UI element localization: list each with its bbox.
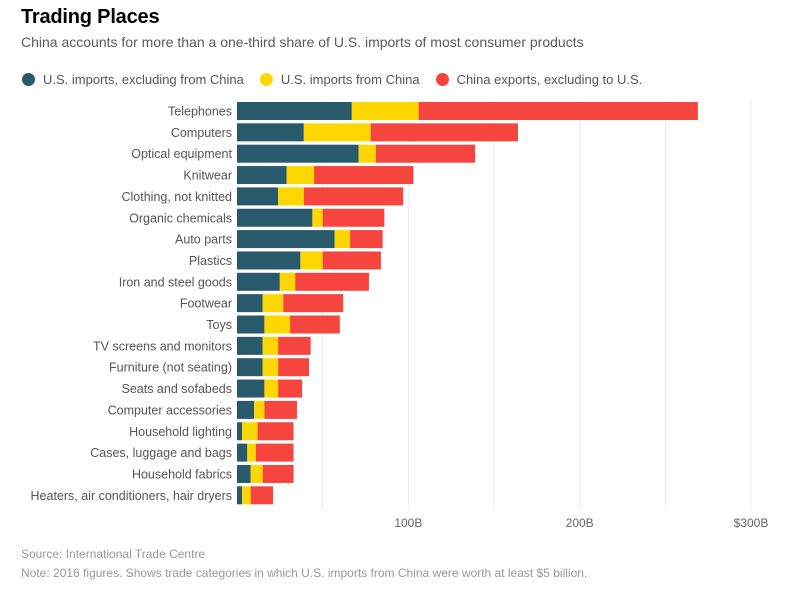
bar-segment <box>322 208 385 227</box>
bar-segment <box>312 208 323 227</box>
category-label: Knitwear <box>183 169 232 183</box>
category-label: Plastics <box>189 254 232 268</box>
bar-segment <box>242 486 251 505</box>
bar-segment <box>370 123 518 142</box>
x-tick-label: 200B <box>566 516 594 530</box>
bar-segment <box>237 358 263 377</box>
bar-segment <box>351 102 419 120</box>
bar-segment <box>314 166 414 185</box>
bar-segment <box>278 379 303 398</box>
category-label: Computers <box>171 126 232 140</box>
bars <box>237 102 698 505</box>
category-label: Clothing, not knitted <box>122 190 233 204</box>
category-label: Footwear <box>180 297 232 311</box>
bar-segment <box>262 358 279 377</box>
bar-segment <box>237 102 352 120</box>
bar-segment <box>375 144 476 163</box>
category-label: Optical equipment <box>131 147 232 161</box>
category-label: Organic chemicals <box>129 211 232 225</box>
legend-label: China exports, excluding to U.S. <box>456 72 643 87</box>
x-axis-ticks: 100B 200B $300B <box>394 516 768 530</box>
chart-title: Trading Places <box>21 6 160 28</box>
bar-segment <box>264 379 279 398</box>
bar-segment <box>237 464 251 483</box>
bar-segment <box>237 230 335 249</box>
bar-segment <box>237 144 359 163</box>
bar-segment <box>418 102 698 120</box>
bar-segment <box>250 486 273 505</box>
bar-segment <box>278 187 304 206</box>
category-label: Furniture (not seating) <box>109 361 232 375</box>
legend-item-us-imports-ex-china: U.S. imports, excluding from China <box>22 72 244 87</box>
bar-segment <box>350 230 383 249</box>
legend-swatch-us-imports-from-china <box>259 73 273 86</box>
bar-segment <box>303 123 371 142</box>
bar-segment <box>254 400 265 419</box>
bar-segment <box>247 443 256 462</box>
legend-label: U.S. imports, excluding from China <box>43 72 244 87</box>
legend-swatch-us-imports-ex-china <box>22 73 35 86</box>
category-label: Telephones <box>168 105 232 119</box>
bar-segment <box>334 230 351 249</box>
footnote: Note: 2016 figures. Shows trade categori… <box>21 566 588 580</box>
bar-segment <box>290 315 340 334</box>
bar-segment <box>242 422 258 441</box>
bar-segment <box>237 208 313 227</box>
category-label: Iron and steel goods <box>119 275 232 289</box>
bar-segment <box>278 336 311 355</box>
x-tick-label: $300B <box>734 516 769 530</box>
bar-segment <box>237 400 255 419</box>
legend-label: U.S. imports from China <box>280 72 420 87</box>
legend: U.S. imports, excluding from China U.S. … <box>22 72 658 87</box>
category-label: Seats and sofabeds <box>122 382 233 396</box>
bar-segment <box>237 166 287 185</box>
category-label: Auto parts <box>175 233 232 247</box>
bar-segment <box>295 272 369 291</box>
bar-segment <box>237 379 265 398</box>
category-label: Toys <box>206 318 232 332</box>
bar-segment <box>237 315 265 334</box>
bar-segment <box>237 294 263 313</box>
category-label: Computer accessories <box>108 403 232 417</box>
bar-segment <box>237 272 280 291</box>
category-labels: Telephones Computers Optical equipment Knit… <box>31 105 233 503</box>
bar-segment <box>283 294 344 313</box>
legend-swatch-china-exports-ex-us <box>435 73 449 86</box>
bar-segment <box>279 272 296 291</box>
bar-segment <box>237 486 243 505</box>
bar-segment <box>300 251 323 270</box>
chart-subtitle: China accounts for more than a one-third… <box>21 34 584 50</box>
bar-segment <box>303 187 404 206</box>
bar-segment <box>257 422 294 441</box>
bar-segment <box>237 187 279 206</box>
category-label: Household fabrics <box>132 467 232 481</box>
bar-segment <box>262 464 294 483</box>
category-label: Heaters, air conditioners, hair dryers <box>31 489 232 503</box>
bar-segment <box>237 443 248 462</box>
bar-segment <box>255 443 294 462</box>
bar-segment <box>264 315 291 334</box>
category-label: Cases, luggage and bags <box>90 446 232 460</box>
bar-segment <box>358 144 376 163</box>
legend-item-china-exports-ex-us: China exports, excluding to U.S. <box>435 72 643 87</box>
bar-segment <box>250 464 263 483</box>
bar-segment <box>264 400 297 419</box>
source-note: Source: International Trade Centre <box>21 547 206 561</box>
bar-segment <box>237 422 243 441</box>
bar-segment <box>278 358 309 377</box>
bar-segment <box>286 166 315 185</box>
category-label: Household lighting <box>129 425 232 439</box>
bar-segment <box>262 294 284 313</box>
bar-segment <box>322 251 381 270</box>
x-tick-label: 100B <box>394 516 422 530</box>
bar-segment <box>237 123 304 142</box>
stacked-bar-chart: Telephones Computers Optical equipment Knit… <box>31 100 768 530</box>
category-label: TV screens and monitors <box>93 339 232 353</box>
bar-segment <box>237 336 263 355</box>
bar-segment <box>262 336 279 355</box>
bar-segment <box>237 251 301 270</box>
legend-item-us-imports-from-china: U.S. imports from China <box>259 72 420 87</box>
